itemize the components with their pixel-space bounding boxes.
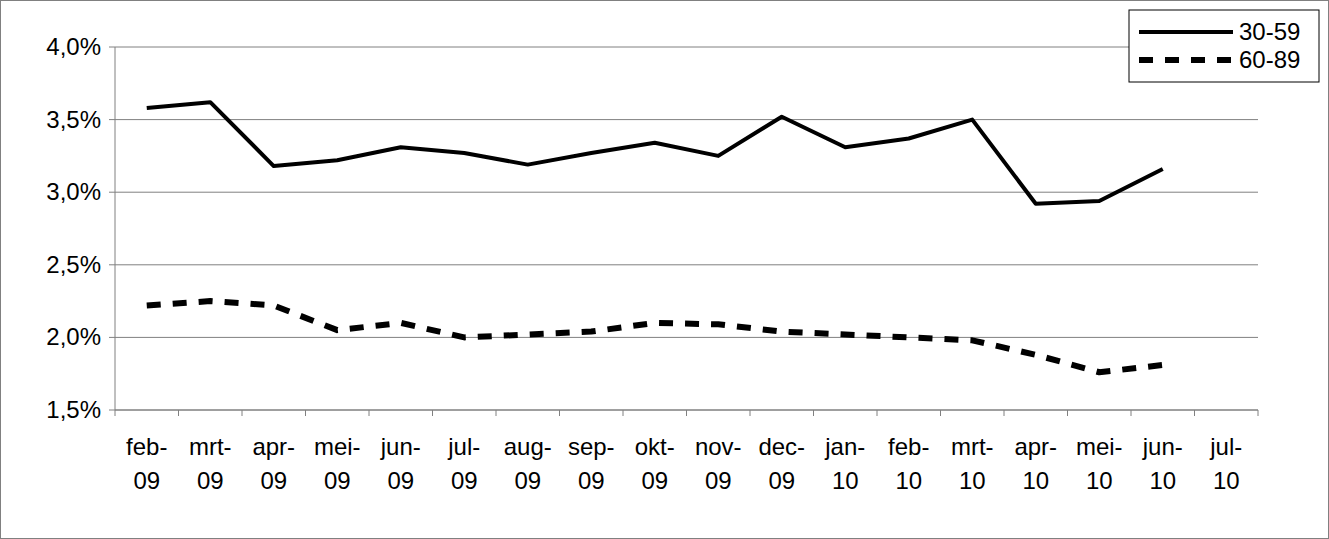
y-tick <box>109 264 115 265</box>
x-tick-label: okt-09 <box>635 433 675 494</box>
x-tick-label: jul-09 <box>447 433 480 494</box>
x-tick <box>178 410 179 416</box>
grid-line <box>115 264 1258 265</box>
y-tick <box>109 119 115 120</box>
x-tick-label: mrt-10 <box>951 433 994 494</box>
x-tick <box>813 410 814 416</box>
y-tick <box>109 47 115 48</box>
x-tick <box>1258 410 1259 416</box>
x-tick-label: dec-09 <box>758 433 805 494</box>
y-tick-label: 1,5% <box>46 396 101 423</box>
x-tick <box>940 410 941 416</box>
chart: 1,5% 2,0% 2,5% 3,0% 3,5% 4,0% feb-09 mrt-09 apr-… <box>0 0 1329 539</box>
x-tick-label: jan-10 <box>824 433 865 494</box>
y-tick-label: 2,5% <box>46 251 101 278</box>
x-tick <box>242 410 243 416</box>
x-tick <box>877 410 878 416</box>
legend-swatch <box>1139 57 1233 63</box>
x-tick <box>432 410 433 416</box>
x-tick-label: jul-10 <box>1209 433 1242 494</box>
x-tick <box>369 410 370 416</box>
y-tick <box>109 410 115 411</box>
grid-line <box>115 47 1258 48</box>
legend <box>1129 10 1319 82</box>
grid-line <box>115 337 1258 338</box>
series-line <box>147 102 1163 204</box>
x-tick-label: sep-09 <box>568 433 615 494</box>
plot-area <box>147 102 1163 372</box>
x-tick-label: apr-10 <box>1014 433 1057 494</box>
x-tick <box>496 410 497 416</box>
y-tick-label: 2,0% <box>46 323 101 350</box>
x-tick-label: aug-09 <box>504 433 552 494</box>
y-axis <box>115 47 116 410</box>
legend-swatch <box>1139 30 1233 34</box>
x-tick-label: nov-09 <box>695 433 742 494</box>
x-tick <box>559 410 560 416</box>
y-tick-label: 3,5% <box>46 106 101 133</box>
grid-line <box>115 119 1258 120</box>
y-tick-label: 3,0% <box>46 178 101 205</box>
series-line <box>147 301 1163 372</box>
x-tick <box>1004 410 1005 416</box>
x-tick <box>623 410 624 416</box>
x-tick <box>1131 410 1132 416</box>
x-tick-label: feb-09 <box>126 433 167 494</box>
legend-label: 30-59 <box>1239 18 1300 45</box>
legend-label: 60-89 <box>1239 46 1300 73</box>
y-tick <box>109 192 115 193</box>
x-tick-label: jun-10 <box>1142 433 1183 494</box>
x-tick <box>750 410 751 416</box>
grid-line <box>115 192 1258 193</box>
x-tick <box>1067 410 1068 416</box>
x-tick-label: jun-09 <box>380 433 421 494</box>
x-tick <box>305 410 306 416</box>
x-tick <box>1194 410 1195 416</box>
x-tick-label: mei-10 <box>1076 433 1123 494</box>
y-tick-label: 4,0% <box>46 33 101 60</box>
x-tick-label: mrt-09 <box>189 433 232 494</box>
x-tick-label: apr-09 <box>252 433 295 494</box>
x-tick <box>686 410 687 416</box>
x-tick <box>115 410 116 416</box>
x-tick-label: feb-10 <box>888 433 929 494</box>
y-tick <box>109 337 115 338</box>
x-tick-label: mei-09 <box>314 433 361 494</box>
chart-border <box>1 1 1329 539</box>
